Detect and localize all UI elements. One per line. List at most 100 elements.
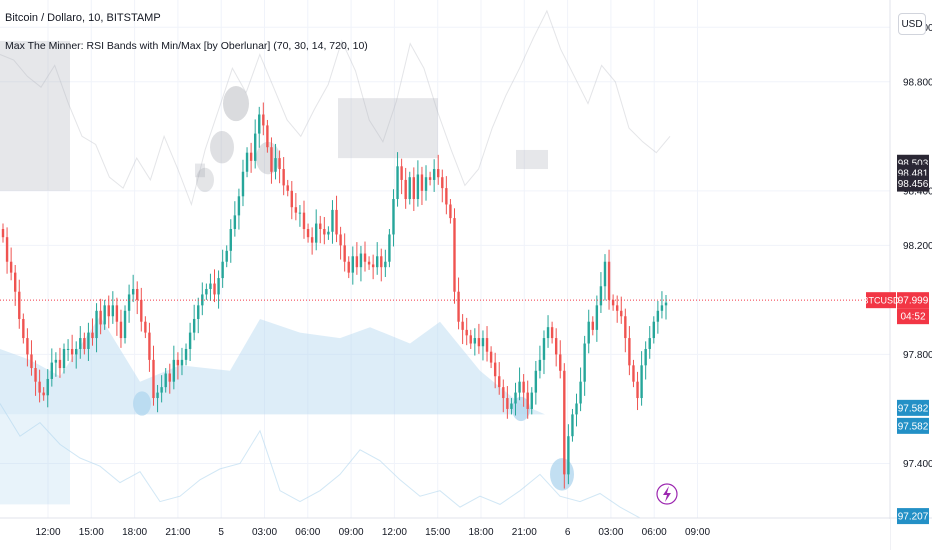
candle-body	[550, 327, 554, 339]
candle-body	[192, 318, 196, 333]
candle-body	[176, 359, 180, 366]
indicator-title[interactable]: Max The Minner: RSI Bands with Min/Max […	[5, 40, 368, 52]
candle-body	[359, 253, 363, 268]
x-tick-label: 03:00	[598, 527, 623, 538]
candle-body	[282, 169, 285, 186]
candle-body	[416, 174, 420, 200]
candle-body	[587, 321, 590, 344]
candle-body	[9, 261, 13, 273]
candle-body	[481, 338, 485, 347]
y-tick-label: 98.400	[903, 186, 932, 197]
candle-body	[91, 332, 94, 339]
candle-body	[26, 338, 29, 355]
candle-body	[502, 387, 505, 399]
candle-body	[615, 305, 619, 311]
candle-body	[441, 177, 444, 189]
upper-band-fill	[338, 98, 438, 159]
candle-body	[485, 338, 489, 352]
chart-title[interactable]: Bitcoin / Dollaro, 10, BITSTAMP	[5, 12, 161, 24]
candle-body	[225, 250, 228, 262]
candle-body	[168, 373, 171, 382]
candle-body	[437, 169, 440, 178]
candle-body	[400, 166, 403, 180]
candle-body	[87, 332, 90, 349]
candle-body	[70, 348, 74, 355]
candle-body	[563, 370, 566, 475]
price-axis[interactable]	[890, 0, 932, 550]
price-label-upper-1: 98.503	[898, 158, 929, 169]
candle-body	[404, 179, 407, 200]
candle-body	[384, 261, 387, 268]
x-tick-label: 06:00	[642, 527, 667, 538]
candle-body	[213, 283, 216, 295]
candle-body	[115, 305, 119, 322]
candle-body	[172, 359, 176, 382]
lightning-icon[interactable]	[656, 483, 678, 505]
x-tick-label: 15:00	[425, 527, 450, 538]
extremum-highlight	[196, 167, 214, 193]
x-tick-label: 09:00	[685, 527, 710, 538]
candle-body	[518, 381, 521, 393]
time-axis[interactable]	[0, 519, 890, 550]
price-label-lower-3: 97.207	[898, 512, 929, 523]
candle-body	[363, 253, 367, 262]
candle-body	[583, 343, 586, 382]
candle-body	[323, 229, 326, 235]
candle-body	[396, 166, 399, 200]
extremum-highlight	[550, 458, 574, 491]
price-label-lower-1-bg	[897, 399, 929, 416]
x-tick-label: 06:00	[295, 527, 320, 538]
upper-band-fill	[0, 40, 70, 191]
candle-body	[465, 329, 468, 336]
candle-body	[559, 354, 562, 371]
price-label-lower-1: 97.582	[898, 403, 929, 414]
candle-body	[258, 114, 261, 134]
y-tick-label: 97.800	[903, 350, 932, 361]
candle-body	[99, 310, 102, 325]
candle-body	[636, 381, 639, 399]
candle-body	[607, 261, 611, 300]
candle-body	[343, 245, 346, 262]
x-tick-label: 09:00	[339, 527, 364, 538]
candle-body	[30, 354, 33, 369]
symbol-tag: BTCUSD	[862, 296, 900, 306]
price-label-lower-2: 97.582	[898, 421, 929, 432]
candle-body	[473, 338, 477, 344]
candle-body	[461, 321, 464, 330]
x-tick-label: 21:00	[512, 527, 537, 538]
candle-body	[241, 171, 245, 197]
candle-body	[351, 256, 355, 273]
candle-body	[111, 305, 115, 317]
candle-body	[14, 272, 17, 292]
candle-body	[428, 177, 432, 180]
candle-body	[371, 264, 375, 268]
candle-body	[54, 359, 58, 363]
candle-body	[412, 177, 416, 200]
candle-body	[152, 359, 155, 399]
candle-body	[424, 177, 428, 191]
candle-body	[530, 392, 533, 409]
extremum-highlight	[210, 131, 234, 164]
candle-body	[119, 321, 123, 339]
candle-body	[18, 291, 21, 319]
countdown-bg	[897, 308, 929, 325]
candle-body	[34, 368, 37, 382]
candle-body	[131, 288, 135, 295]
candle-body	[310, 237, 314, 243]
candle-body	[290, 190, 293, 208]
candle-body	[632, 365, 635, 382]
candle-body	[644, 348, 647, 366]
currency-button[interactable]: USD	[898, 13, 926, 35]
candle-body	[526, 392, 529, 409]
last-price-label: 97.999	[898, 296, 929, 307]
candle-body	[449, 204, 452, 219]
candle-body	[217, 278, 220, 295]
lightning-icon-bolt	[663, 486, 671, 502]
candle-body	[221, 261, 224, 279]
candle-body	[599, 286, 603, 306]
candle-body	[522, 381, 525, 393]
candle-body	[38, 381, 41, 393]
candle-body	[554, 338, 558, 355]
